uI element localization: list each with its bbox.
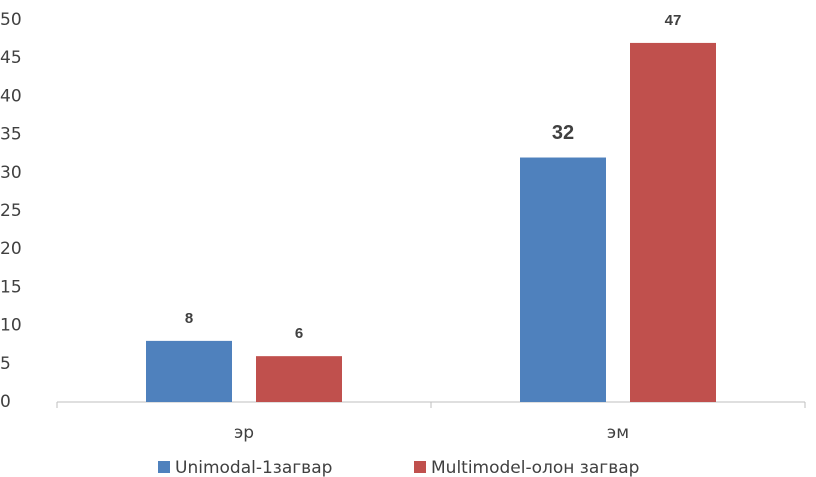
y-tick-label: 25 [0, 201, 22, 221]
legend-swatch [158, 461, 170, 473]
legend-swatch [414, 461, 426, 473]
legend-label: Multimodel-олон загвар [431, 458, 639, 477]
y-tick-label: 35 [0, 125, 22, 145]
y-tick-label: 5 [0, 354, 11, 374]
y-tick-label: 20 [0, 239, 22, 259]
data-label: 8 [185, 310, 193, 327]
y-tick-label: 30 [0, 163, 22, 183]
x-tick-label: эм [607, 423, 629, 443]
y-tick-label: 45 [0, 48, 22, 68]
bar [520, 157, 606, 402]
y-tick-label: 50 [0, 10, 22, 30]
y-tick-label: 0 [0, 392, 11, 412]
data-label: 47 [665, 12, 682, 29]
data-label: 32 [552, 122, 574, 144]
y-tick-label: 40 [0, 86, 22, 106]
y-tick-label: 15 [0, 277, 22, 297]
data-label: 6 [295, 325, 303, 342]
bar [256, 356, 342, 402]
bar [630, 42, 716, 403]
y-tick-label: 10 [0, 316, 22, 336]
legend-label: Unimodal-1загвар [175, 458, 332, 477]
x-tick-label: эр [234, 423, 254, 443]
bar [146, 340, 232, 402]
